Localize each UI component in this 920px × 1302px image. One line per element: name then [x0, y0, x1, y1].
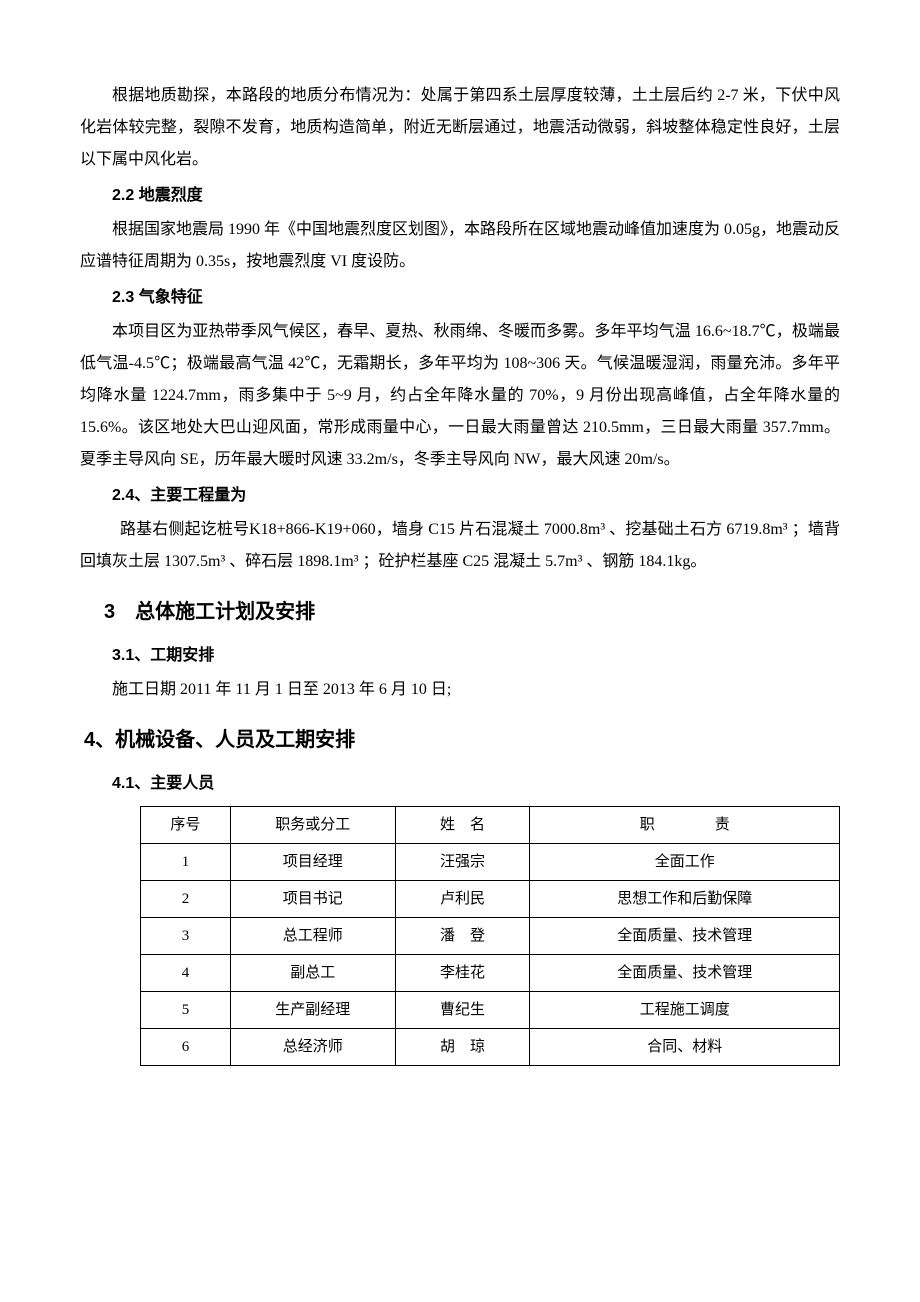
cell-duty: 工程施工调度 [530, 992, 840, 1029]
table-row: 6 总经济师 胡 琼 合同、材料 [141, 1029, 840, 1066]
cell-name: 胡 琼 [395, 1029, 530, 1066]
table-header-row: 序号 职务或分工 姓 名 职 责 [141, 807, 840, 844]
cell-name: 李桂花 [395, 955, 530, 992]
cell-duty: 全面质量、技术管理 [530, 918, 840, 955]
paragraph-schedule: 施工日期 2011 年 11 月 1 日至 2013 年 6 月 10 日; [80, 674, 840, 706]
cell-duty: 全面工作 [530, 844, 840, 881]
cell-role: 副总工 [230, 955, 395, 992]
paragraph-geology: 根据地质勘探，本路段的地质分布情况为：处属于第四系土层厚度较薄，土土层后约 2-… [80, 80, 840, 176]
paragraph-seismic: 根据国家地震局 1990 年《中国地震烈度区划图》，本路段所在区域地震动峰值加速… [80, 214, 840, 278]
heading-2-4: 2.4、主要工程量为 [80, 480, 840, 512]
cell-role: 生产副经理 [230, 992, 395, 1029]
heading-4: 4、机械设备、人员及工期安排 [80, 720, 840, 760]
cell-seq: 1 [141, 844, 231, 881]
cell-seq: 3 [141, 918, 231, 955]
cell-seq: 5 [141, 992, 231, 1029]
cell-seq: 2 [141, 881, 231, 918]
cell-duty: 全面质量、技术管理 [530, 955, 840, 992]
table-row: 1 项目经理 汪强宗 全面工作 [141, 844, 840, 881]
cell-role: 项目经理 [230, 844, 395, 881]
paragraph-quantities: 路基右侧起讫桩号K18+866-K19+060，墙身 C15 片石混凝土 700… [80, 514, 840, 578]
col-header-duty: 职 责 [530, 807, 840, 844]
heading-4-1: 4.1、主要人员 [80, 768, 840, 800]
cell-name: 卢利民 [395, 881, 530, 918]
col-header-name: 姓 名 [395, 807, 530, 844]
heading-2-3: 2.3 气象特征 [80, 282, 840, 314]
personnel-table: 序号 职务或分工 姓 名 职 责 1 项目经理 汪强宗 全面工作 2 项目书记 … [140, 806, 840, 1066]
table-row: 4 副总工 李桂花 全面质量、技术管理 [141, 955, 840, 992]
cell-name: 曹纪生 [395, 992, 530, 1029]
cell-role: 总经济师 [230, 1029, 395, 1066]
cell-seq: 4 [141, 955, 231, 992]
table-row: 2 项目书记 卢利民 思想工作和后勤保障 [141, 881, 840, 918]
heading-3-1: 3.1、工期安排 [80, 640, 840, 672]
heading-3: 3 总体施工计划及安排 [80, 592, 840, 632]
cell-seq: 6 [141, 1029, 231, 1066]
cell-duty: 合同、材料 [530, 1029, 840, 1066]
cell-name: 潘 登 [395, 918, 530, 955]
table-row: 3 总工程师 潘 登 全面质量、技术管理 [141, 918, 840, 955]
cell-name: 汪强宗 [395, 844, 530, 881]
table-row: 5 生产副经理 曹纪生 工程施工调度 [141, 992, 840, 1029]
cell-role: 总工程师 [230, 918, 395, 955]
heading-2-2: 2.2 地震烈度 [80, 180, 840, 212]
col-header-seq: 序号 [141, 807, 231, 844]
cell-role: 项目书记 [230, 881, 395, 918]
paragraph-climate: 本项目区为亚热带季风气候区，春早、夏热、秋雨绵、冬暖而多雾。多年平均气温 16.… [80, 316, 840, 476]
col-header-role: 职务或分工 [230, 807, 395, 844]
cell-duty: 思想工作和后勤保障 [530, 881, 840, 918]
